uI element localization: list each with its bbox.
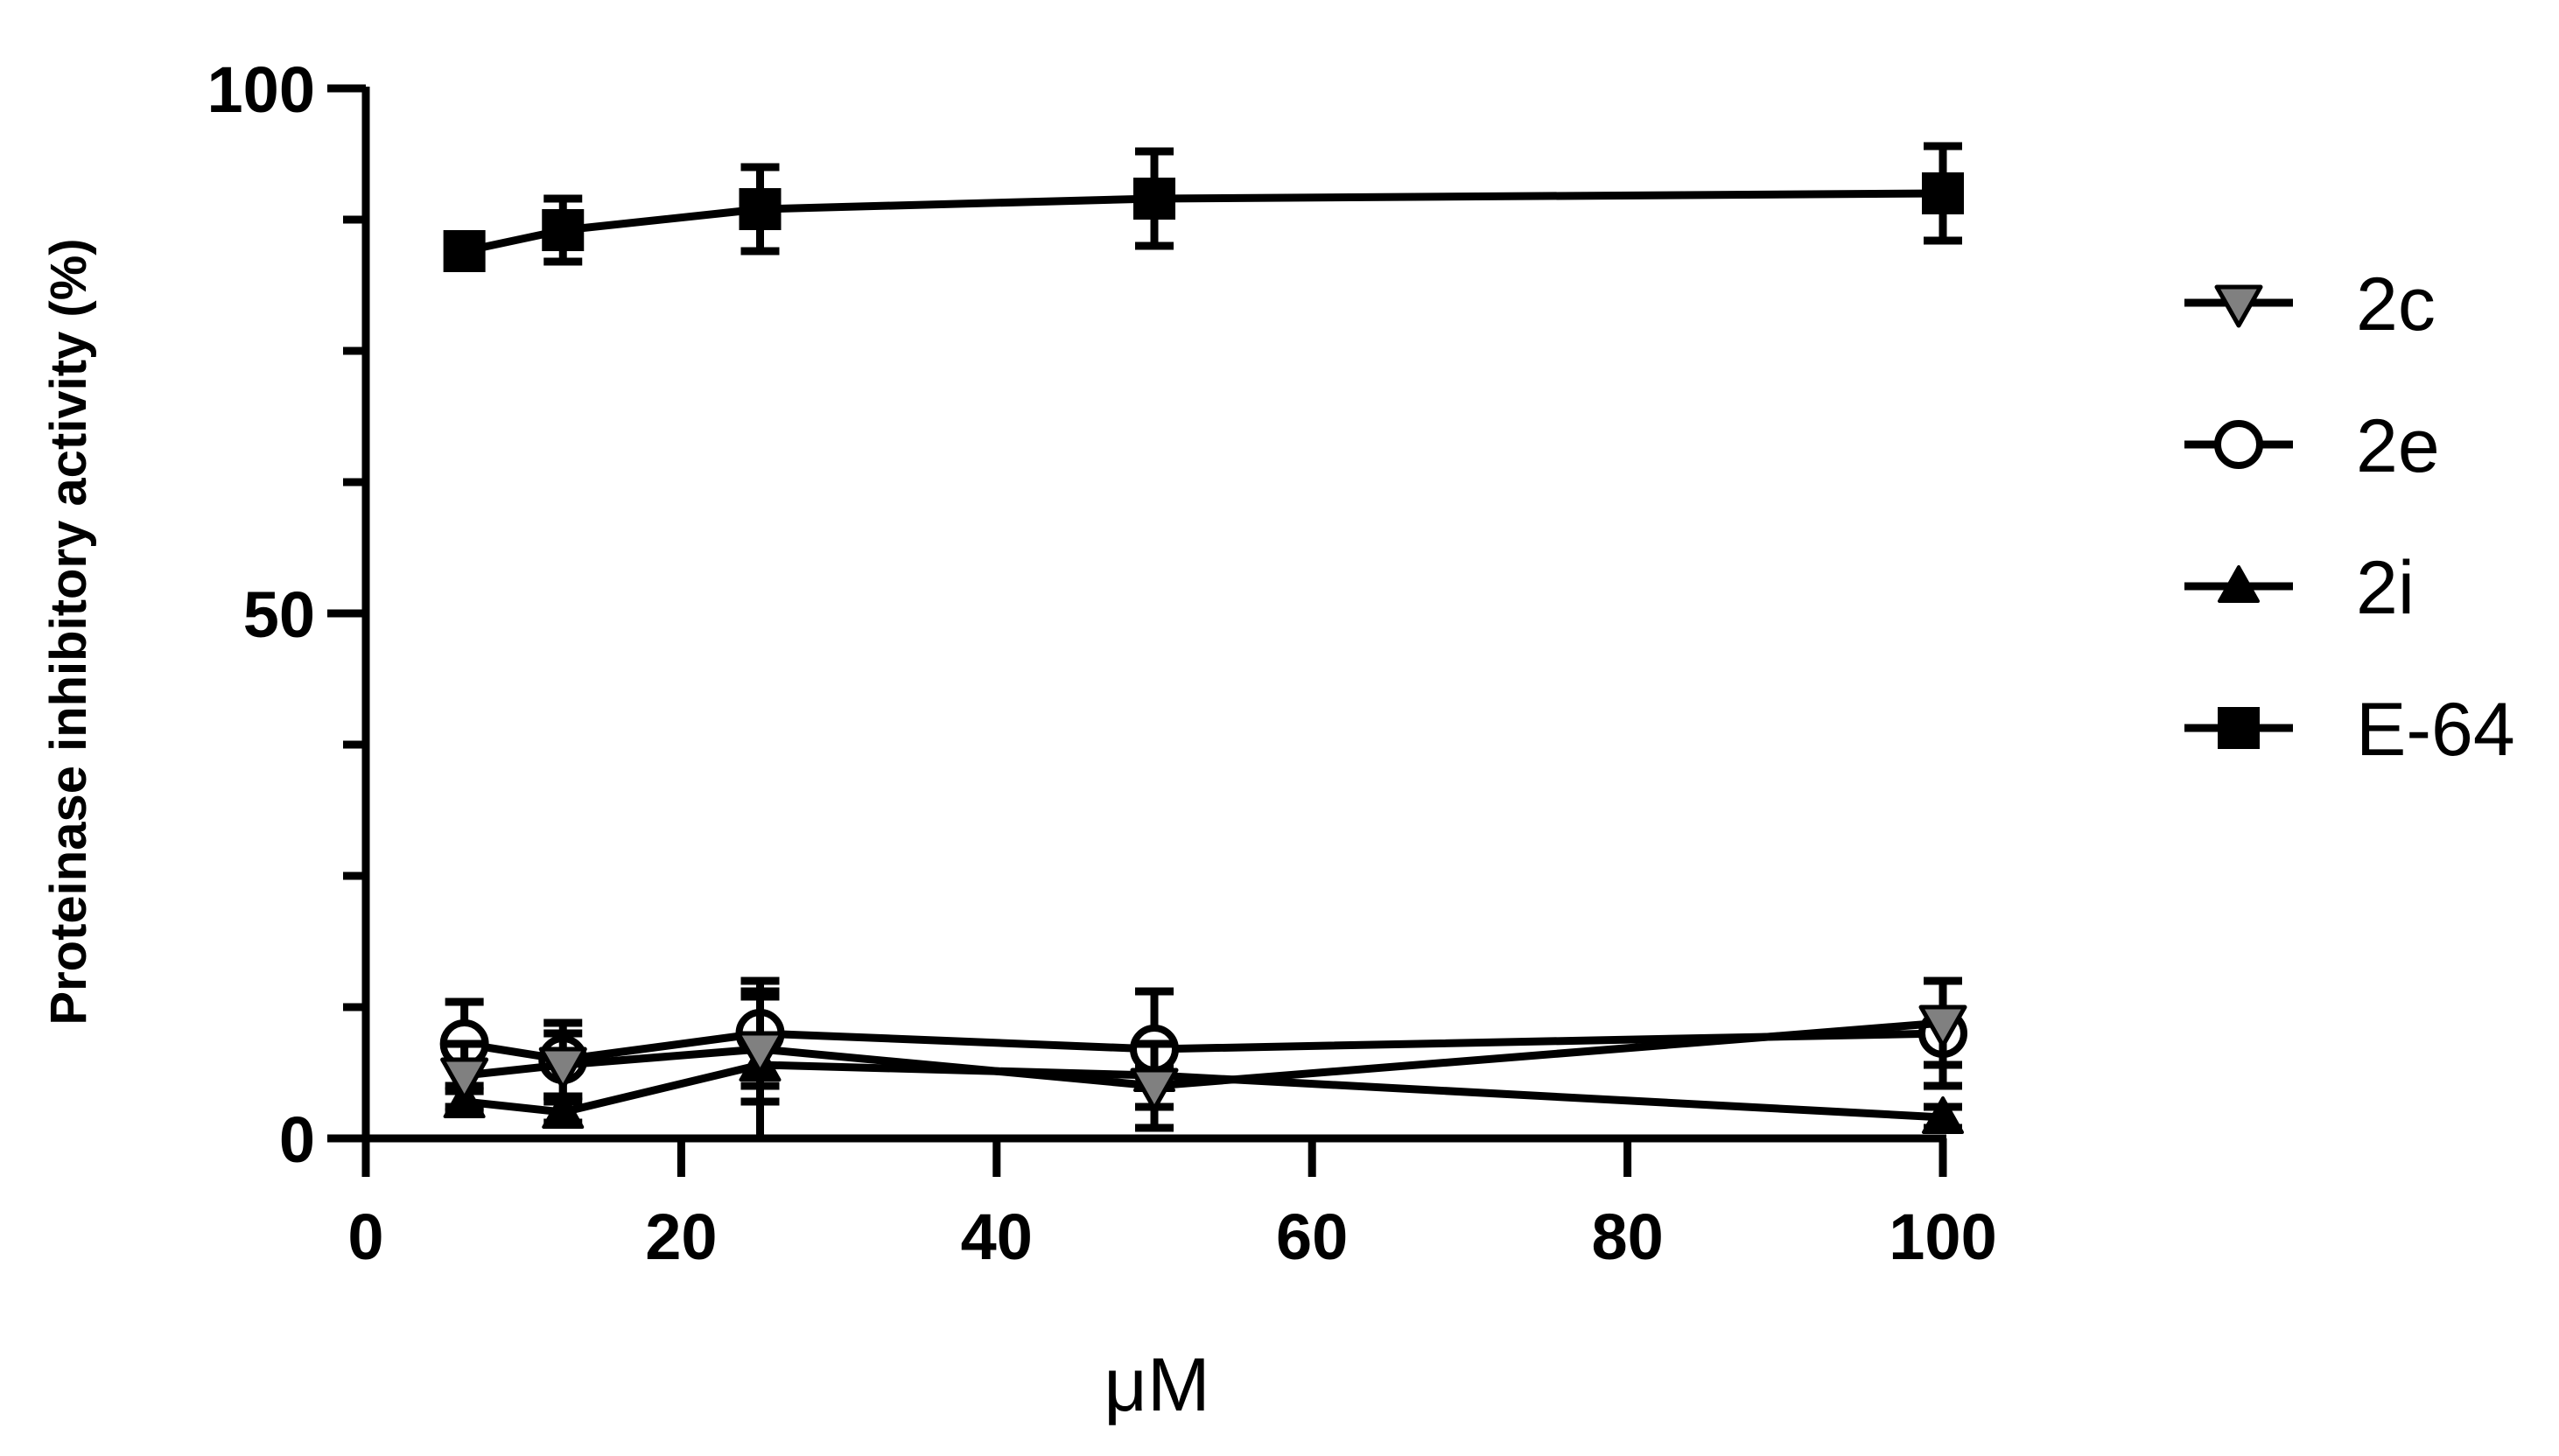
legend-label: 2i xyxy=(2356,546,2415,630)
series-line xyxy=(463,189,1944,256)
data-point xyxy=(739,188,782,230)
legend: 2c 2e 2i E-64 xyxy=(2184,262,2515,772)
data-point xyxy=(538,1046,587,1090)
legend-label: 2c xyxy=(2356,262,2436,346)
data-point xyxy=(1133,178,1175,220)
y-tick-label: 50 xyxy=(243,578,315,651)
legend-entry-2c: 2c xyxy=(2184,262,2436,346)
legend-marker xyxy=(2214,284,2263,328)
data-point xyxy=(1922,172,1964,214)
data-point xyxy=(736,1031,784,1074)
legend-entry-2i: 2i xyxy=(2184,546,2415,630)
legend-marker xyxy=(2218,707,2260,749)
data-point xyxy=(440,1057,489,1101)
y-tick-label: 0 xyxy=(279,1103,315,1176)
x-tick-label: 20 xyxy=(645,1200,717,1273)
legend-marker xyxy=(2218,565,2260,603)
y-axis-title: Proteinase inhibitory activity (%) xyxy=(40,238,97,1025)
series-layer xyxy=(439,142,1967,1143)
data-point xyxy=(1918,1004,1967,1048)
data-point xyxy=(542,1091,585,1129)
x-tick-label: 40 xyxy=(961,1200,1033,1273)
legend-label: 2e xyxy=(2356,404,2440,488)
axis-ticks: 0 20 40 60 80 100 0 50 100 xyxy=(207,53,1997,1273)
series-line xyxy=(464,1060,1944,1122)
x-tick-label: 80 xyxy=(1591,1200,1663,1273)
x-tick-label: 0 xyxy=(347,1200,383,1273)
series-2i xyxy=(443,987,1964,1143)
series-2c xyxy=(440,976,1967,1132)
x-tick-label: 60 xyxy=(1276,1200,1348,1273)
data-point xyxy=(1130,1068,1179,1111)
series-e-64 xyxy=(443,142,1964,272)
data-point xyxy=(1922,1096,1964,1134)
data-point xyxy=(542,209,585,251)
legend-entry-2e: 2e xyxy=(2184,404,2440,488)
y-tick-label: 100 xyxy=(207,53,315,126)
data-point xyxy=(443,230,486,272)
legend-entry-e-64: E-64 xyxy=(2184,688,2515,772)
x-tick-label: 100 xyxy=(1889,1200,1996,1273)
legend-label: E-64 xyxy=(2356,688,2515,772)
legend-marker xyxy=(2214,420,2263,469)
x-axis-title: μM xyxy=(1104,1343,1209,1427)
